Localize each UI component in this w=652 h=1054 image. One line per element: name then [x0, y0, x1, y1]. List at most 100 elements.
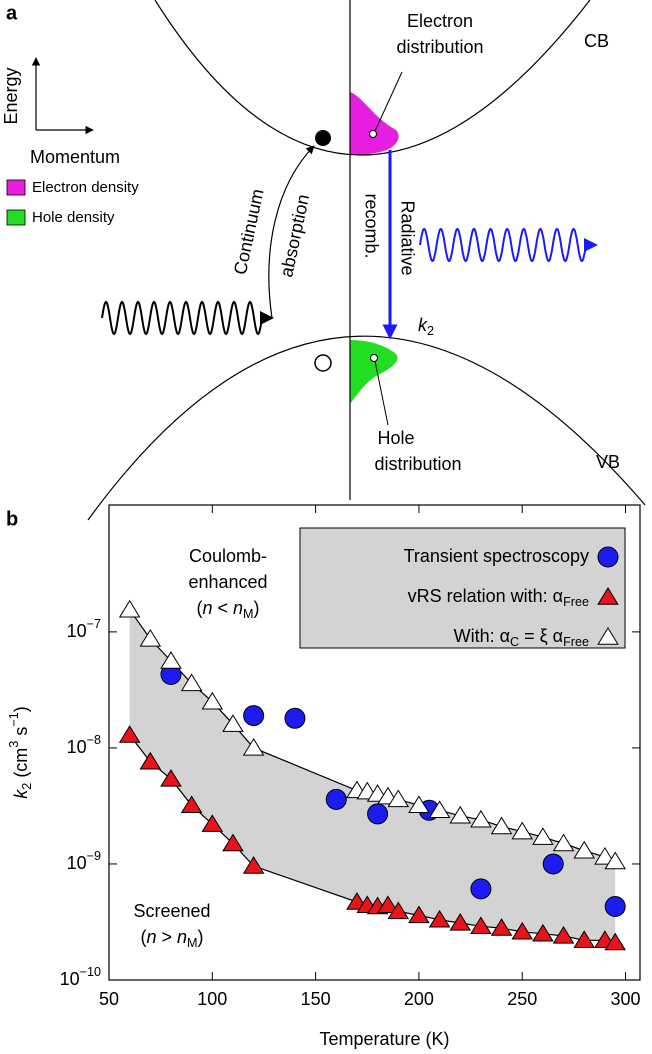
legend-marker	[597, 546, 619, 568]
annotation: (n > nM)	[140, 927, 203, 951]
data-point	[552, 925, 575, 944]
text-part: 2	[427, 324, 434, 338]
panel-label: a	[6, 2, 18, 24]
y-tick-label: 10−10	[60, 965, 101, 988]
data-point	[387, 789, 410, 808]
data-point	[573, 840, 596, 859]
x-axis-title: Temperature (K)	[319, 1029, 449, 1049]
photon-wave	[101, 300, 263, 336]
text-part: C	[510, 635, 519, 649]
text-part: Coulomb-	[189, 546, 267, 566]
legend-label: Transient spectroscopy	[404, 546, 589, 566]
energy-label: Energy	[1, 67, 21, 124]
cb-label: CB	[584, 31, 609, 51]
legend-box	[299, 527, 626, 649]
data-point	[449, 805, 472, 824]
legend-label: vRS relation with: αFree	[408, 586, 589, 610]
annotation: Screened	[133, 901, 210, 921]
data-point	[118, 599, 141, 618]
legend-label: With: αC = ξ αFree	[454, 626, 589, 650]
legend-label: Hole density	[32, 209, 115, 226]
y-tick-label: 10−7	[67, 617, 101, 640]
data-point	[222, 714, 244, 732]
data-point	[160, 769, 182, 787]
text-part: enhanced	[188, 572, 267, 592]
text-part: n	[146, 927, 156, 947]
electron-distribution-label: distribution	[396, 37, 483, 57]
fit-band	[129, 609, 616, 943]
annotation: enhanced	[188, 572, 267, 592]
plot-frame	[108, 504, 641, 981]
photon-wave	[419, 227, 587, 263]
text-part: )	[254, 598, 260, 618]
text-part: (cm	[11, 748, 31, 783]
text-part: vRS relation with: α	[408, 586, 563, 606]
pointer-dot	[370, 354, 378, 362]
text-part: Free	[563, 595, 589, 609]
text-part: With: α	[454, 626, 510, 646]
pointer-line	[374, 71, 403, 132]
data-point	[511, 921, 534, 940]
data-point	[408, 795, 430, 814]
text-part: k	[11, 789, 31, 799]
data-point	[604, 851, 626, 870]
electron-distribution	[350, 92, 399, 155]
text-part: n	[233, 598, 243, 618]
absorption-label: Continuum	[230, 187, 268, 276]
text-part: −1	[7, 712, 21, 726]
y-tick-label: 10−9	[67, 849, 101, 872]
data-point	[242, 737, 265, 756]
data-point	[367, 803, 389, 825]
data-point	[594, 846, 616, 865]
photon-arrowhead	[584, 238, 598, 252]
absorption-label: absorption	[276, 193, 313, 279]
text-part: n	[177, 927, 187, 947]
k2-label: k2	[418, 315, 434, 339]
text-part: Free	[563, 635, 589, 649]
x-tick-label: 150	[301, 989, 331, 1009]
hole-distribution-label: distribution	[374, 454, 461, 474]
momentum-label: Momentum	[30, 147, 120, 167]
data-point	[325, 788, 347, 810]
legend-label: Electron density	[32, 179, 139, 196]
data-point	[242, 856, 265, 874]
data-point	[490, 918, 513, 936]
hole-distribution	[350, 340, 398, 404]
data-point	[201, 814, 224, 832]
text-part: >	[156, 927, 177, 947]
recombination-label: recomb.	[361, 193, 381, 258]
data-point	[284, 707, 306, 729]
data-point	[532, 827, 554, 845]
data-point	[604, 932, 626, 951]
x-tick-label: 100	[197, 989, 227, 1009]
text-part: = ξ α	[519, 626, 563, 646]
panel-label: b	[6, 508, 18, 530]
x-tick-label: 300	[611, 989, 641, 1009]
absorption-arrow	[268, 145, 315, 319]
text-part: <	[212, 598, 233, 618]
data-point	[604, 895, 626, 917]
hole-distribution-label: Hole	[377, 428, 414, 448]
text-part: )	[11, 706, 31, 712]
data-point	[408, 905, 430, 924]
data-point	[511, 821, 534, 840]
x-tick-label: 200	[404, 989, 434, 1009]
text-part: M	[243, 607, 254, 621]
x-tick-label: 250	[507, 989, 537, 1009]
data-point	[428, 909, 451, 928]
text-part: M	[187, 936, 198, 950]
data-point	[470, 916, 492, 935]
data-point	[573, 930, 596, 948]
data-point	[139, 628, 162, 647]
text-part: n	[202, 598, 212, 618]
annotation: (n < nM)	[196, 598, 259, 622]
data-point	[449, 913, 472, 931]
legend-swatch	[6, 209, 26, 226]
data-point	[387, 901, 410, 920]
data-point	[160, 651, 182, 669]
conduction-band	[154, 0, 591, 156]
data-point	[139, 751, 162, 770]
data-point	[490, 816, 513, 835]
